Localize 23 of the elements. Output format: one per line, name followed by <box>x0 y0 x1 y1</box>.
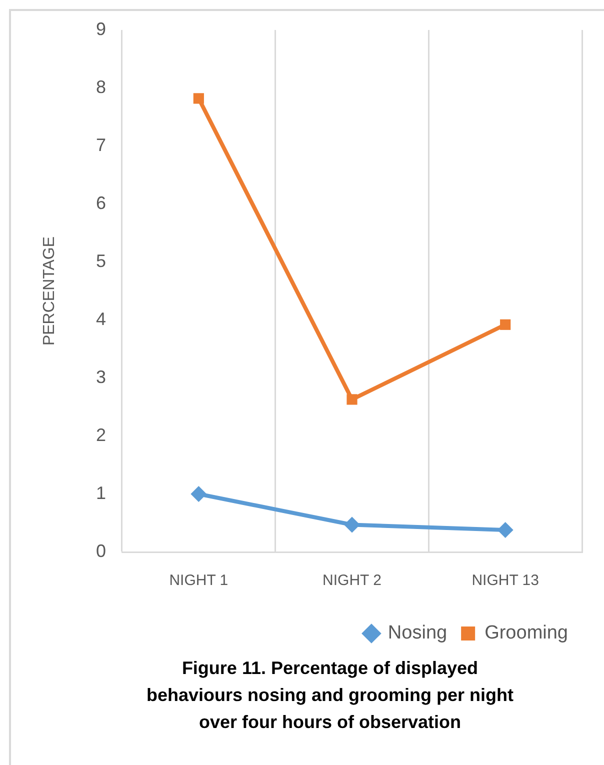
legend-label: Grooming <box>484 622 568 644</box>
y-tick-label: 2 <box>96 424 106 445</box>
point <box>193 93 204 104</box>
x-tick-label: NIGHT 13 <box>472 572 539 590</box>
x-tick-label: NIGHT 1 <box>169 572 228 590</box>
legend-label: Nosing <box>388 622 448 644</box>
y-tick-label: 8 <box>96 76 106 97</box>
y-tick-label: 7 <box>96 134 106 155</box>
y-tick-label: 0 <box>96 540 106 561</box>
point <box>346 394 358 405</box>
y-tick-label: 4 <box>96 308 106 329</box>
text: Figure 11. Percentage of displayed behaviours nosing and grooming per night over four hours of observation <box>145 657 514 734</box>
y-tick-label: 3 <box>96 366 106 387</box>
point <box>497 522 514 538</box>
point <box>500 319 511 330</box>
point <box>190 486 207 502</box>
y-tick-label: 1 <box>96 482 106 503</box>
y-tick-label: 5 <box>96 250 106 271</box>
x-tick-label: NIGHT 2 <box>322 572 382 590</box>
y-axis-title: PERCENTAGE <box>41 236 58 346</box>
point <box>344 516 360 533</box>
y-tick-label: 9 <box>96 18 106 39</box>
y-tick-label: 6 <box>96 192 106 213</box>
